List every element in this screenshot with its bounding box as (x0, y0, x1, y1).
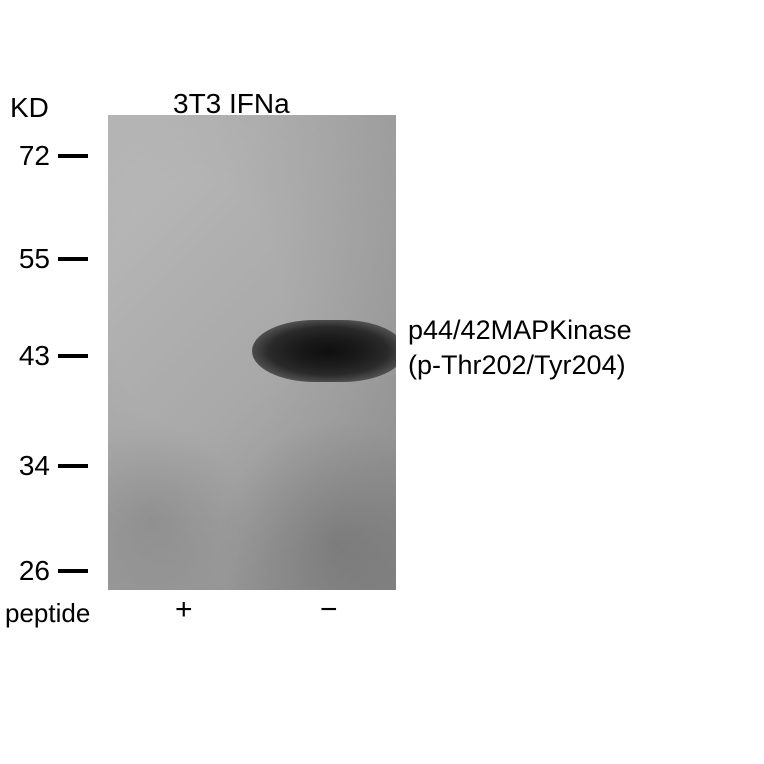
protein-band-p44-42 (252, 320, 396, 382)
mw-tick-72 (58, 154, 88, 158)
blot-content-area (108, 115, 396, 590)
mw-marker-34: 34 (10, 450, 50, 482)
kd-unit-label: KD (10, 92, 49, 124)
mw-tick-26 (58, 569, 88, 573)
blot-figure-container: KD 3T3 IFNa 72 55 43 34 26 p44/42MAPKina… (0, 0, 764, 764)
mw-tick-34 (58, 464, 88, 468)
peptide-row-label: peptide (5, 598, 90, 629)
mw-marker-26: 26 (10, 555, 50, 587)
western-blot-membrane (108, 115, 396, 590)
mw-marker-55: 55 (10, 243, 50, 275)
mw-marker-72: 72 (10, 140, 50, 172)
peptide-sign-minus: − (320, 593, 338, 627)
target-label-line-1: p44/42MAPKinase (408, 313, 632, 348)
mw-marker-43: 43 (10, 340, 50, 372)
target-label-line-2: (p-Thr202/Tyr204) (408, 348, 632, 383)
peptide-sign-plus: + (175, 593, 193, 627)
antibody-target-label: p44/42MAPKinase (p-Thr202/Tyr204) (408, 313, 632, 383)
mw-tick-43 (58, 354, 88, 358)
mw-tick-55 (58, 257, 88, 261)
